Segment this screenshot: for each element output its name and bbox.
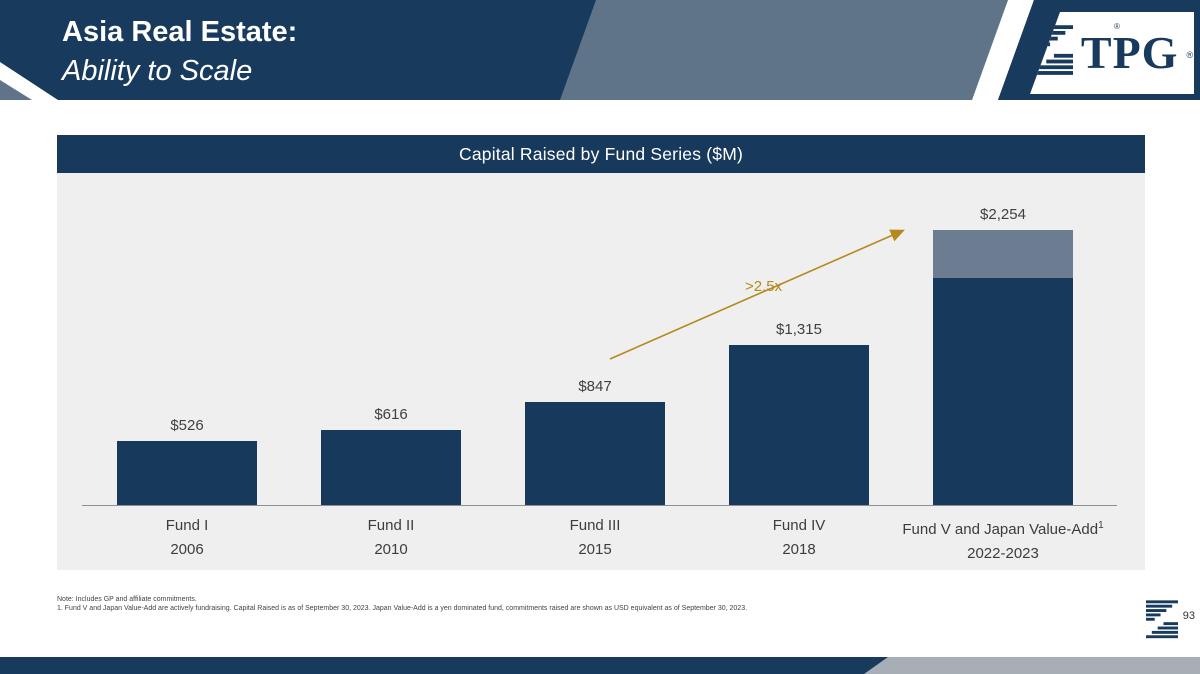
header-banner: Asia Real Estate: Ability to Scale ® TPG: [0, 0, 1200, 100]
tpg-logo: ® TPG ®: [1030, 12, 1194, 94]
bar-group: $526: [85, 417, 289, 505]
bar: [729, 345, 869, 505]
bar-value-label: $616: [374, 406, 408, 423]
slide-title-line1: Asia Real Estate:: [62, 16, 298, 48]
growth-annotation: >2.5x: [745, 278, 783, 295]
footer-bar: [0, 657, 1200, 674]
slide-title-line2: Ability to Scale: [62, 55, 253, 87]
category-name: Fund IV: [772, 517, 826, 534]
tpg-wordmark: TPG: [1080, 27, 1179, 78]
footer-gray-parallelogram: [864, 657, 1200, 674]
category-name: Fund V and Japan Value-Add1: [902, 520, 1104, 538]
slide-title: Asia Real Estate: Ability to Scale: [62, 12, 297, 90]
category-label: Fund II 2010: [289, 514, 493, 566]
bar: [321, 430, 461, 505]
bar-group: $1,315: [697, 321, 901, 505]
bar-group: $2,254: [901, 206, 1105, 505]
category-label: Fund I 2006: [85, 514, 289, 566]
bar-value-label: $847: [578, 378, 612, 395]
footnote-text: 1. Fund V and Japan Value-Add are active…: [57, 605, 748, 612]
bar: [933, 230, 1073, 505]
bars-row: $526 $616 $847 $1,315 $2,254: [85, 173, 1105, 505]
category-label: Fund IV 2018: [697, 514, 901, 566]
category-year: 2022-2023: [967, 545, 1039, 562]
category-labels-row: Fund I 2006 Fund II 2010 Fund III 2015 Fund IV…: [85, 514, 1105, 566]
registered-mark: ®: [1186, 50, 1194, 60]
bar: [525, 402, 665, 505]
bar-value-label: $526: [170, 417, 204, 434]
category-year: 2006: [170, 541, 204, 558]
note-text: Note: Includes GP and affiliate commitme…: [57, 596, 197, 603]
category-year: 2018: [782, 541, 816, 558]
category-name: Fund I: [165, 517, 209, 534]
bar-segment: [933, 230, 1073, 278]
category-label: Fund V and Japan Value-Add1 2022-2023: [901, 514, 1105, 566]
plot-area: >2.5x $526 $616 $847 $1,315 $2,254 Fund I 200…: [57, 173, 1145, 570]
category-year: 2015: [578, 541, 612, 558]
category-year: 2010: [374, 541, 408, 558]
bar-group: $847: [493, 378, 697, 505]
footnotes: Note: Includes GP and affiliate commitme…: [57, 595, 747, 613]
bar-segment: [933, 278, 1073, 505]
bar-group: $616: [289, 406, 493, 505]
category-name: Fund III: [569, 517, 621, 534]
tpg-stripes-mark-icon: [1146, 597, 1178, 648]
page-number: 93: [1182, 610, 1195, 622]
x-axis-line: [82, 505, 1117, 506]
chart-panel: Capital Raised by Fund Series ($M) >2.5x…: [57, 135, 1145, 570]
bar: [117, 441, 257, 505]
bar-value-label: $1,315: [776, 321, 822, 338]
category-label: Fund III 2015: [493, 514, 697, 566]
header-slate-parallelogram: [560, 0, 1008, 100]
category-name: Fund II: [367, 517, 415, 534]
chart-title: Capital Raised by Fund Series ($M): [57, 135, 1145, 173]
bar-value-label: $2,254: [980, 206, 1026, 223]
registered-mark: ®: [1114, 22, 1120, 31]
